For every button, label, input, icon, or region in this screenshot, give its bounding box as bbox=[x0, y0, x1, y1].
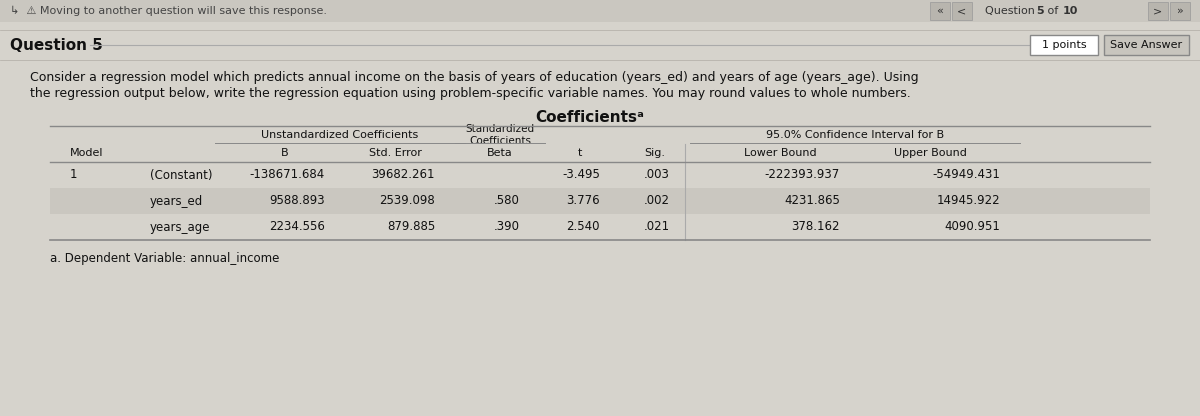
Text: .021: .021 bbox=[644, 220, 670, 233]
Text: Lower Bound: Lower Bound bbox=[744, 148, 816, 158]
Text: 2.540: 2.540 bbox=[566, 220, 600, 233]
Text: a. Dependent Variable: annual_income: a. Dependent Variable: annual_income bbox=[50, 252, 280, 265]
Text: .390: .390 bbox=[494, 220, 520, 233]
Text: .002: .002 bbox=[644, 195, 670, 208]
Bar bbox=[50, 126, 1150, 162]
Bar bbox=[930, 2, 950, 20]
Text: (Constant): (Constant) bbox=[150, 168, 212, 181]
Bar bbox=[1170, 2, 1190, 20]
Text: 10: 10 bbox=[1063, 6, 1079, 16]
Bar bbox=[1104, 35, 1189, 55]
Text: 39682.261: 39682.261 bbox=[372, 168, 436, 181]
Text: Consider a regression model which predicts annual income on the basis of years o: Consider a regression model which predic… bbox=[30, 72, 919, 84]
Text: 1: 1 bbox=[70, 168, 78, 181]
Bar bbox=[1148, 2, 1168, 20]
Text: 4090.951: 4090.951 bbox=[944, 220, 1000, 233]
Text: B: B bbox=[281, 148, 289, 158]
Text: ↳  ⚠ Moving to another question will save this response.: ↳ ⚠ Moving to another question will save… bbox=[10, 6, 326, 16]
Text: Standardized
Coefficients: Standardized Coefficients bbox=[466, 124, 534, 146]
Text: Question: Question bbox=[985, 6, 1038, 16]
Text: 4231.865: 4231.865 bbox=[784, 195, 840, 208]
Text: the regression output below, write the regression equation using problem-specifi: the regression output below, write the r… bbox=[30, 87, 911, 101]
Text: t: t bbox=[578, 148, 582, 158]
Text: Std. Error: Std. Error bbox=[368, 148, 421, 158]
Bar bbox=[0, 0, 1200, 22]
Text: 378.162: 378.162 bbox=[792, 220, 840, 233]
Text: Sig.: Sig. bbox=[644, 148, 666, 158]
Text: 3.776: 3.776 bbox=[566, 195, 600, 208]
Bar bbox=[50, 188, 1150, 214]
Bar bbox=[1030, 35, 1098, 55]
Bar bbox=[952, 2, 972, 20]
Text: 9588.893: 9588.893 bbox=[269, 195, 325, 208]
Text: .003: .003 bbox=[644, 168, 670, 181]
Text: -138671.684: -138671.684 bbox=[250, 168, 325, 181]
Text: 95.0% Confidence Interval for B: 95.0% Confidence Interval for B bbox=[766, 130, 944, 140]
Text: 14945.922: 14945.922 bbox=[936, 195, 1000, 208]
Text: of: of bbox=[1044, 6, 1062, 16]
Text: >: > bbox=[1153, 6, 1163, 16]
Text: «: « bbox=[936, 6, 943, 16]
Text: Coefficientsᵃ: Coefficientsᵃ bbox=[535, 111, 644, 126]
Text: -3.495: -3.495 bbox=[562, 168, 600, 181]
Bar bbox=[50, 162, 1150, 188]
Text: 5: 5 bbox=[1036, 6, 1044, 16]
Text: <: < bbox=[958, 6, 967, 16]
Text: 2234.556: 2234.556 bbox=[269, 220, 325, 233]
Text: .580: .580 bbox=[494, 195, 520, 208]
Text: Beta: Beta bbox=[487, 148, 512, 158]
Text: -54949.431: -54949.431 bbox=[932, 168, 1000, 181]
Text: 2539.098: 2539.098 bbox=[379, 195, 436, 208]
Text: »: » bbox=[1177, 6, 1183, 16]
Text: Upper Bound: Upper Bound bbox=[894, 148, 966, 158]
Text: Unstandardized Coefficients: Unstandardized Coefficients bbox=[262, 130, 419, 140]
Text: Save Answer: Save Answer bbox=[1110, 40, 1182, 50]
Text: 1 points: 1 points bbox=[1042, 40, 1086, 50]
Bar bbox=[50, 214, 1150, 240]
Text: -222393.937: -222393.937 bbox=[764, 168, 840, 181]
Text: Question 5: Question 5 bbox=[10, 37, 103, 52]
Text: 879.885: 879.885 bbox=[386, 220, 436, 233]
Text: Model: Model bbox=[70, 148, 103, 158]
Text: years_ed: years_ed bbox=[150, 195, 203, 208]
Text: years_age: years_age bbox=[150, 220, 210, 233]
